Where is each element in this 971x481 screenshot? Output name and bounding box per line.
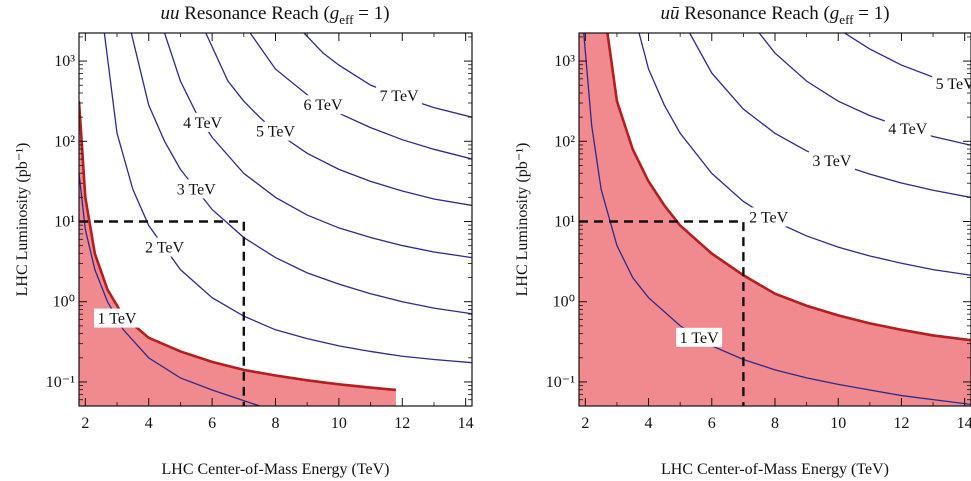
- x-tick-label: 14: [957, 415, 971, 432]
- chart-title-coupling: (geff = 1): [323, 3, 389, 27]
- y-axis-label: LHC Luminosity (pb⁻¹): [14, 143, 31, 297]
- chart-title-prefix: uu: [160, 3, 179, 24]
- contour-line: [130, 33, 472, 315]
- contour-label-bg: [179, 112, 226, 132]
- contour-label: 2 TeV: [749, 209, 788, 226]
- reference-dashed-line: [79, 220, 246, 406]
- x-axis-label: LHC Center-of-Mass Energy (TeV): [162, 461, 390, 478]
- x-tick-label: 8: [272, 415, 280, 432]
- contour-label-bg: [94, 308, 141, 328]
- contour-label-bg: [932, 74, 971, 94]
- x-tick-label: 2: [581, 415, 589, 432]
- x-tick-label: 14: [458, 415, 474, 432]
- contour-label: 1 TeV: [680, 330, 719, 347]
- y-tick-label: 10²: [54, 133, 75, 150]
- chart-title-coupling: (geff = 1): [823, 3, 889, 27]
- x-tick-label: 10: [331, 415, 347, 432]
- x-tick-label: 12: [394, 415, 410, 432]
- excluded-region-fill: [79, 101, 396, 406]
- y-tick-label: 10¹: [554, 214, 575, 231]
- contour-label: 3 TeV: [177, 181, 216, 198]
- contour-label-bg: [173, 179, 220, 199]
- chart-title: uū Resonance Reach (geff = 1): [660, 3, 889, 27]
- y-axis-label: LHC Luminosity (pb⁻¹): [514, 143, 531, 297]
- contour-label: 3 TeV: [812, 153, 851, 170]
- excluded-region-boundary: [79, 101, 397, 392]
- contour-label: 6 TeV: [304, 97, 343, 114]
- chart-title: uu Resonance Reach (geff = 1): [160, 3, 389, 27]
- x-tick-label: 8: [771, 415, 779, 432]
- contour-line: [79, 173, 260, 406]
- contour-label-bg: [884, 118, 931, 138]
- plot-area: 1 TeV 2 TeV 3 TeV 4 TeV 5 TeV 6 TeV 7 TeV: [79, 33, 472, 406]
- y-tick-label: 10⁰: [553, 294, 575, 311]
- x-tick-label: 10: [830, 415, 846, 432]
- x-tick-label: 6: [208, 415, 216, 432]
- contour-label: 5 TeV: [936, 76, 971, 93]
- contour-line: [205, 33, 472, 207]
- x-tick-label: 4: [145, 415, 153, 432]
- contour-label-bg: [376, 85, 423, 105]
- chart-title-text: Resonance Reach: [679, 3, 823, 24]
- contour-line: [583, 33, 971, 406]
- plot-area: 1 TeV 2 TeV 3 TeV 4 TeV 5 TeV: [579, 33, 971, 406]
- contour-label: 2 TeV: [145, 240, 184, 257]
- contour-label-bg: [252, 121, 299, 141]
- y-tick-label: 10¹: [54, 214, 75, 231]
- contour-line: [689, 33, 971, 199]
- contour-label-bg: [676, 327, 723, 347]
- x-tick-label: 4: [645, 415, 653, 432]
- x-tick-label: 2: [81, 415, 89, 432]
- contour-label: 7 TeV: [380, 88, 419, 105]
- x-tick-label: 12: [893, 415, 909, 432]
- chart-title-prefix: uū: [660, 3, 679, 24]
- y-tick-label: 10³: [54, 53, 75, 70]
- contour-label: 1 TeV: [98, 311, 137, 328]
- contour-line: [303, 33, 472, 118]
- y-tick-label: 10⁰: [53, 294, 75, 311]
- x-axis-label: LHC Center-of-Mass Energy (TeV): [661, 461, 889, 478]
- contour-label: 5 TeV: [256, 124, 295, 141]
- contour-label: 4 TeV: [183, 115, 222, 132]
- contour-label-bg: [300, 95, 347, 115]
- contour-line: [163, 33, 472, 259]
- x-tick-label: 6: [708, 415, 716, 432]
- contour-label: 4 TeV: [888, 121, 927, 138]
- chart-title-text: Resonance Reach: [179, 3, 323, 24]
- panel-uubar: uū Resonance Reach (geff = 1) 1 TeV 2 TeV 3…: [514, 3, 971, 478]
- y-tick-label: 10²: [554, 133, 575, 150]
- panel-uu: uu Resonance Reach (geff = 1) 1 TeV 2 TeV 3…: [14, 3, 474, 478]
- contour-label-bg: [808, 151, 855, 171]
- excluded-region-fill: [579, 33, 971, 406]
- contour-label-bg: [745, 207, 792, 227]
- y-tick-label: 10⁻¹: [546, 374, 575, 391]
- y-tick-label: 10³: [554, 53, 575, 70]
- reference-dashed-line: [579, 220, 745, 406]
- contour-line: [103, 33, 472, 364]
- contour-label-bg: [141, 237, 188, 257]
- y-tick-label: 10⁻¹: [46, 374, 75, 391]
